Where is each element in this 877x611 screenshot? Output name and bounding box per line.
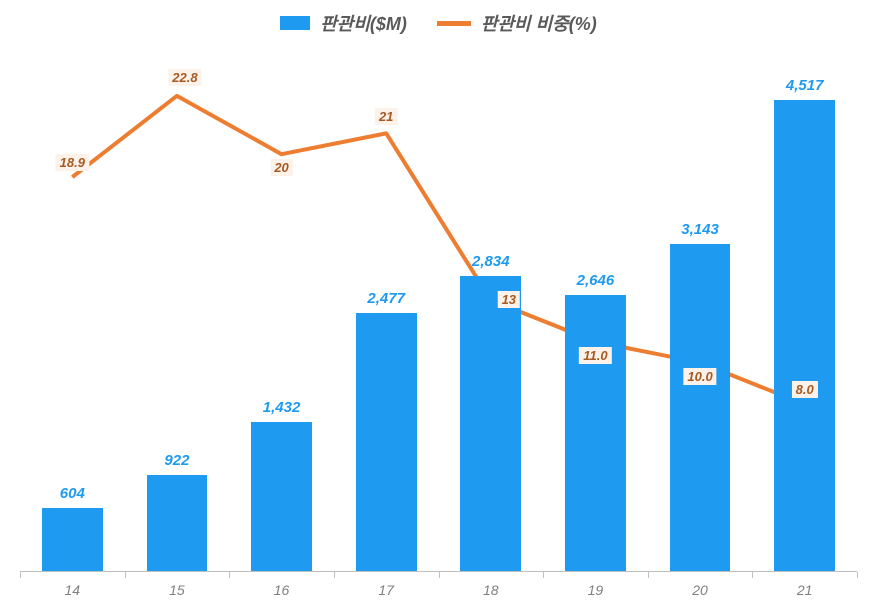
bar-value-label: 1,432 — [263, 399, 301, 416]
x-tick — [648, 572, 649, 578]
bar-value-label: 2,834 — [472, 253, 510, 270]
x-axis-label: 17 — [378, 582, 394, 598]
x-axis-label: 18 — [483, 582, 499, 598]
x-tick — [125, 572, 126, 578]
legend: 판관비($M) 판관비 비중(%) — [0, 10, 877, 36]
plot-area: 604 922 1,432 2,477 2,834 2,646 3,143 4,517 18.9… — [20, 50, 857, 571]
x-axis-label: 19 — [588, 582, 604, 598]
line-series — [20, 50, 857, 571]
legend-item-bars: 판관비($M) — [280, 10, 407, 36]
bar — [147, 475, 208, 571]
x-axis-label: 20 — [692, 582, 708, 598]
bar-value-label: 604 — [60, 485, 85, 502]
bar-value-label: 922 — [164, 452, 189, 469]
x-axis: 14 15 16 17 18 19 20 21 — [20, 571, 857, 611]
bar-value-label: 2,646 — [577, 272, 615, 289]
legend-label-bars: 판관비($M) — [320, 10, 407, 36]
line-value-label: 21 — [375, 108, 397, 125]
line-value-label: 18.9 — [56, 154, 89, 171]
x-tick — [857, 572, 858, 578]
legend-item-line: 판관비 비중(%) — [437, 10, 597, 36]
line-value-label: 8.0 — [792, 381, 818, 398]
x-axis-label: 14 — [65, 582, 81, 598]
bar — [774, 100, 835, 571]
x-tick — [20, 572, 21, 578]
bar-value-label: 2,477 — [367, 290, 405, 307]
bar-value-label: 4,517 — [786, 77, 824, 94]
line-value-label: 20 — [270, 159, 292, 176]
bar — [251, 422, 312, 571]
bar — [460, 276, 521, 571]
bar — [670, 244, 731, 572]
x-tick — [334, 572, 335, 578]
line-value-label: 11.0 — [579, 347, 611, 364]
x-tick — [229, 572, 230, 578]
line-value-label: 13 — [498, 291, 520, 308]
x-tick — [439, 572, 440, 578]
chart-container: 판관비($M) 판관비 비중(%) 604 922 1,432 2,477 2,834 2… — [0, 0, 877, 611]
x-axis-label: 21 — [797, 582, 813, 598]
bar — [356, 313, 417, 571]
bar — [565, 295, 626, 571]
x-axis-label: 15 — [169, 582, 185, 598]
legend-swatch-line — [437, 21, 471, 26]
line-value-label: 10.0 — [683, 368, 716, 385]
legend-swatch-bar — [280, 16, 310, 30]
bar-value-label: 3,143 — [681, 221, 719, 238]
line-value-label: 22.8 — [168, 69, 201, 86]
x-axis-label: 16 — [274, 582, 290, 598]
x-tick — [752, 572, 753, 578]
x-tick — [543, 572, 544, 578]
legend-label-line: 판관비 비중(%) — [481, 10, 597, 36]
bar — [42, 508, 103, 571]
